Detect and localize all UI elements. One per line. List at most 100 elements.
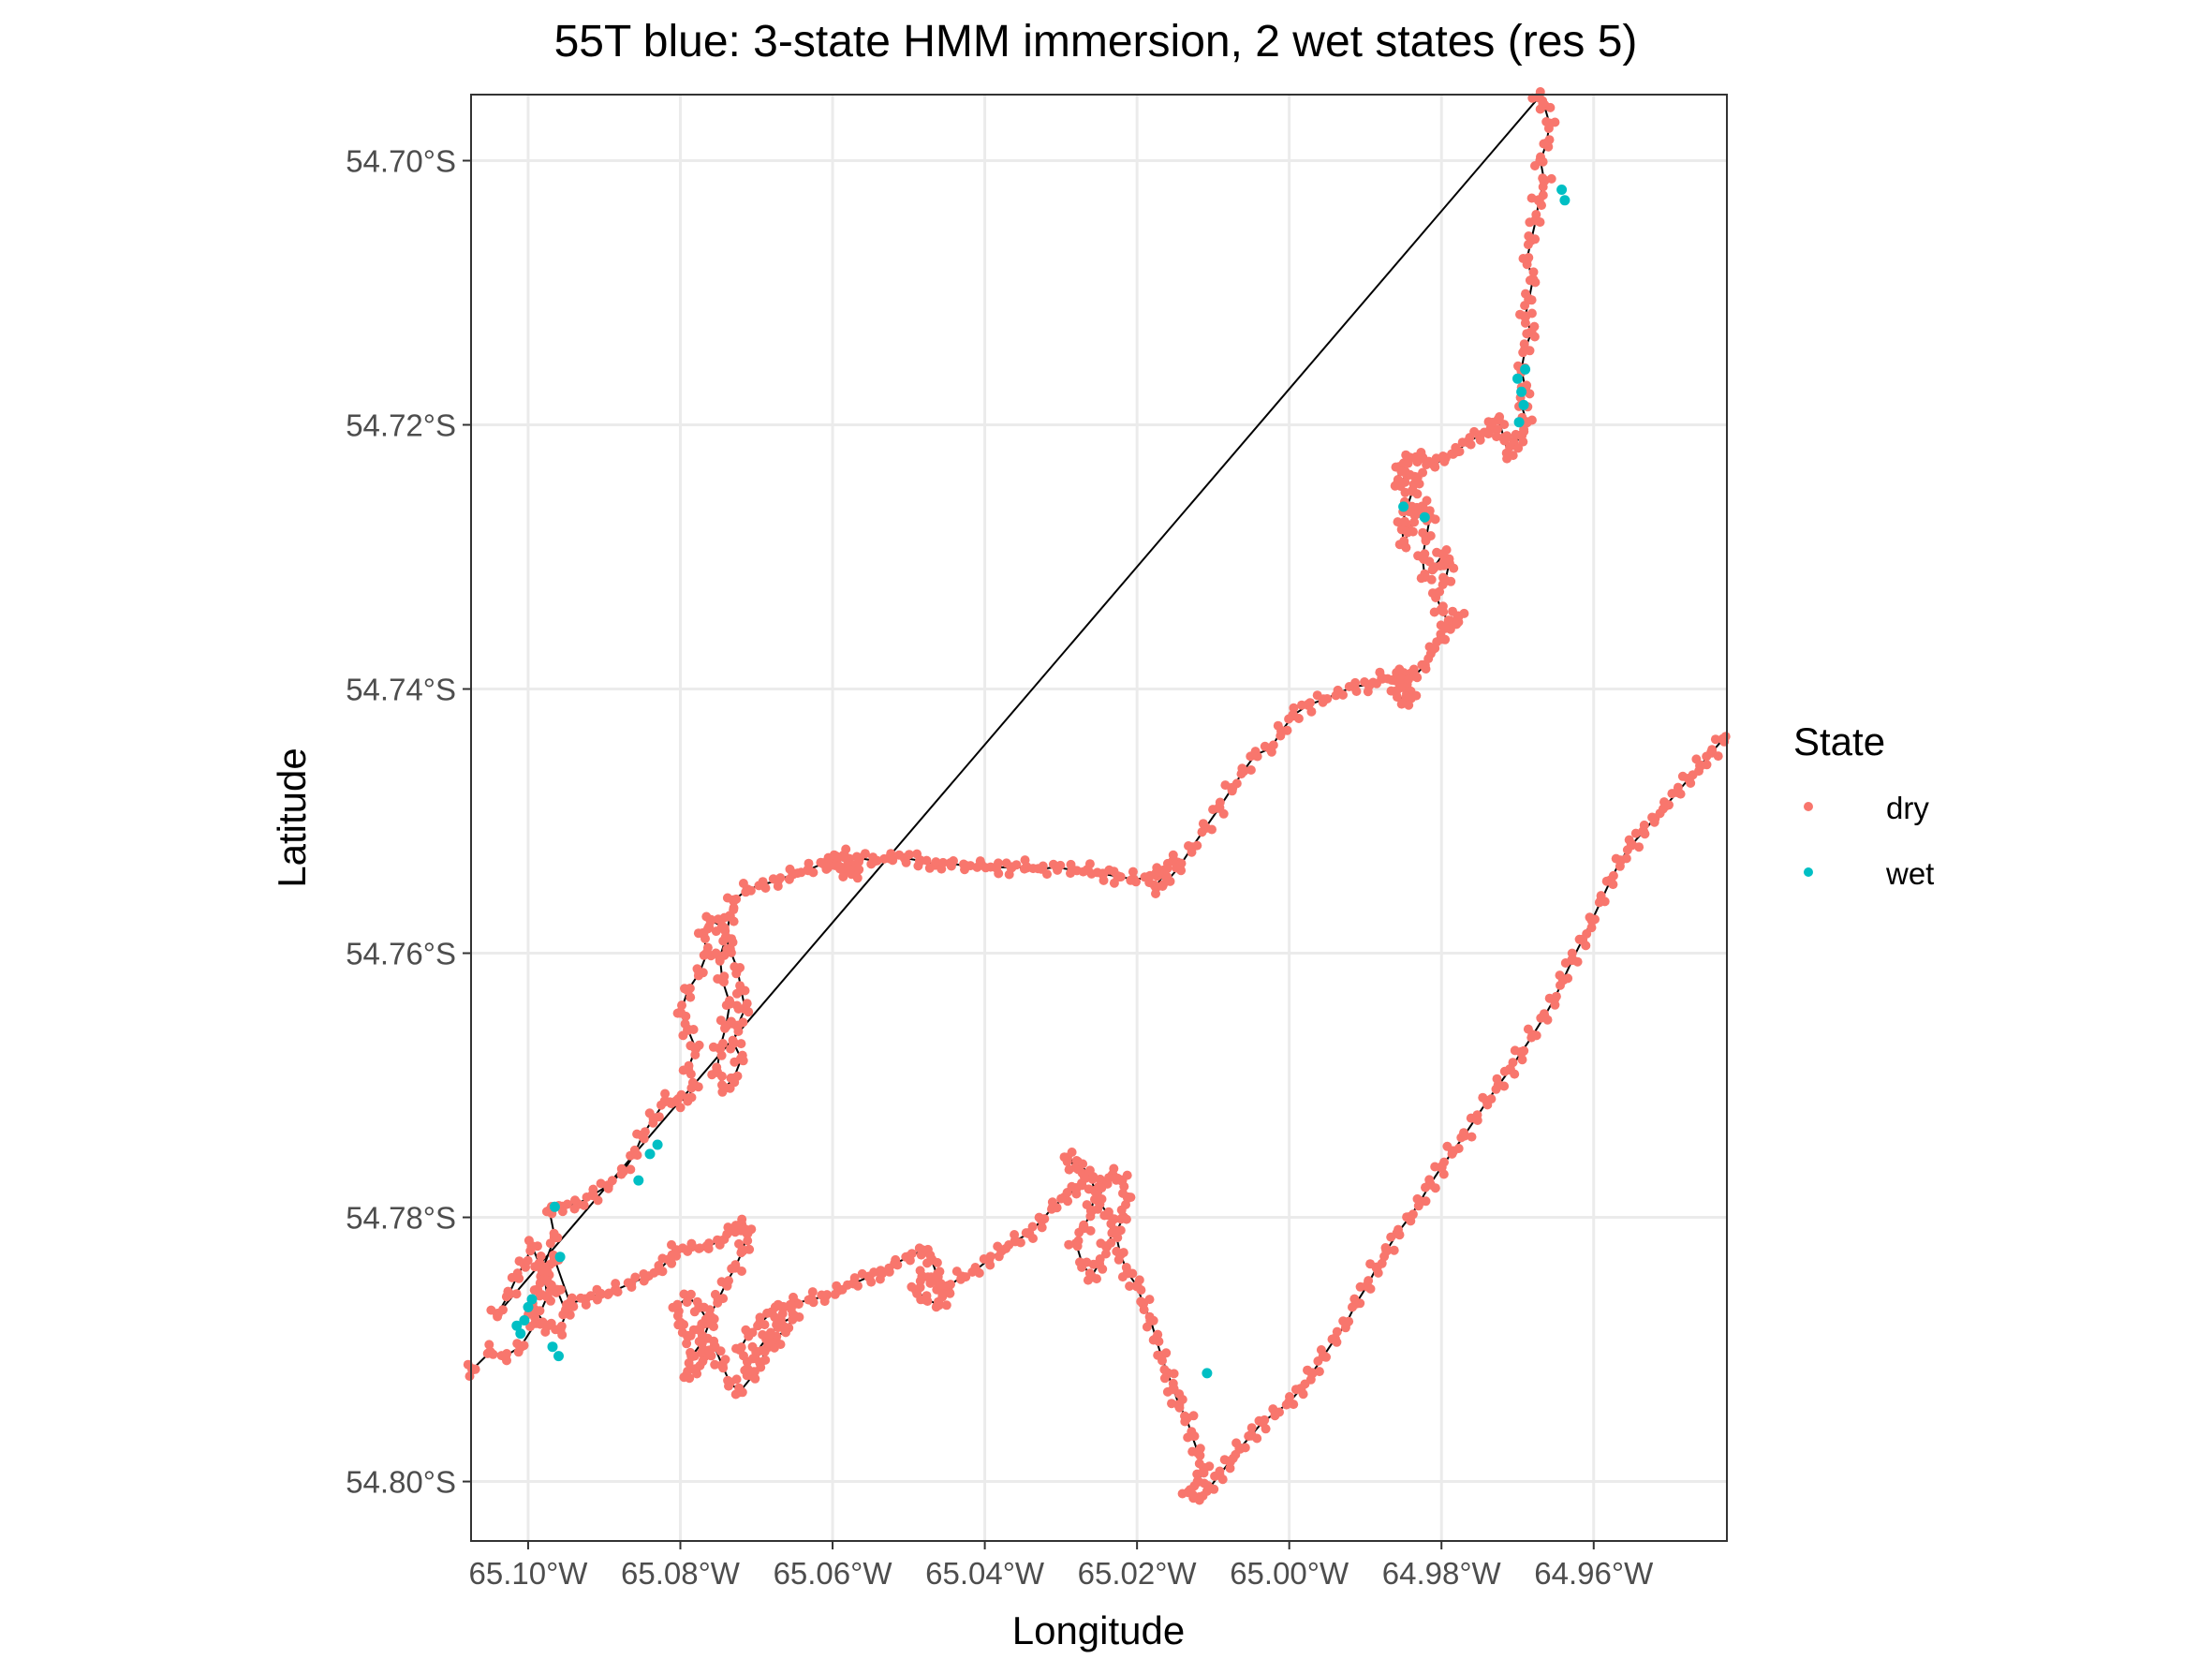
point-dry (667, 1239, 676, 1250)
point-dry (1103, 1207, 1113, 1217)
point-dry (1195, 1450, 1205, 1460)
point-dry (1667, 789, 1677, 799)
point-dry (1244, 1431, 1254, 1442)
point-dry (1289, 703, 1299, 713)
point-dry (1409, 517, 1420, 527)
point-dry (736, 1039, 746, 1049)
point-dry (759, 1320, 770, 1330)
point-dry (1523, 1024, 1533, 1034)
point-dry (924, 863, 935, 873)
point-dry (1379, 1252, 1390, 1262)
point-dry (679, 1289, 689, 1299)
point-dry (569, 1204, 580, 1214)
point-dry (742, 999, 752, 1009)
point-dry (766, 1327, 775, 1338)
point-dry (686, 1041, 696, 1051)
point-dry (672, 1299, 683, 1310)
point-dry (1040, 1214, 1050, 1224)
point-dry (1159, 1373, 1170, 1384)
point-dry (1117, 1272, 1128, 1282)
point-dry (1386, 686, 1396, 696)
point-dry (773, 1299, 783, 1310)
point-dry (683, 1096, 693, 1106)
point-dry (1260, 741, 1270, 751)
point-dry (1414, 479, 1424, 489)
point-dry (1097, 1183, 1107, 1193)
point-dry (1611, 853, 1621, 864)
point-dry (1402, 1212, 1412, 1222)
point-dry (1396, 525, 1407, 535)
point-dry (710, 1289, 720, 1299)
legend-key-wet (1804, 867, 1813, 877)
point-dry (649, 1267, 659, 1278)
point-dry (537, 1290, 547, 1300)
point-dry (556, 1321, 567, 1331)
point-dry (1144, 1295, 1155, 1305)
point-dry (593, 1195, 603, 1206)
point-dry (1202, 1481, 1213, 1490)
point-dry (1116, 1205, 1127, 1215)
point-dry (694, 1337, 704, 1346)
point-dry (786, 1304, 796, 1314)
point-dry (611, 1279, 621, 1289)
point-dry (946, 861, 956, 871)
point-dry (1694, 766, 1703, 777)
point-dry (1713, 751, 1723, 762)
point-dry (1261, 1424, 1271, 1434)
point-dry (1499, 420, 1510, 430)
point-dry (1139, 1305, 1149, 1315)
point-dry (1422, 496, 1432, 506)
point-dry (732, 1000, 742, 1011)
point-dry (1432, 547, 1442, 557)
point-dry (1321, 1352, 1331, 1362)
x-tick-label: 65.06°W (774, 1556, 893, 1591)
point-dry (725, 1083, 735, 1093)
point-dry (1011, 860, 1022, 870)
point-dry (673, 1320, 684, 1330)
point-dry (1151, 889, 1160, 898)
point-dry (588, 1184, 598, 1194)
point-dry (933, 1296, 943, 1307)
point-dry (723, 1375, 733, 1385)
point-dry (592, 1295, 602, 1305)
point-dry (1526, 415, 1537, 425)
point-dry (644, 1108, 655, 1118)
point-dry (951, 1266, 962, 1277)
point-dry (616, 1163, 627, 1174)
point-wet (515, 1328, 526, 1340)
point-dry (758, 877, 768, 887)
point-dry (1572, 956, 1583, 967)
point-dry (686, 1330, 696, 1341)
point-dry (1487, 417, 1497, 427)
point-dry (484, 1340, 494, 1350)
point-dry (1443, 615, 1453, 626)
point-dry (731, 988, 742, 999)
point-dry (1004, 869, 1014, 880)
point-dry (1355, 1281, 1365, 1292)
point-dry (785, 864, 795, 874)
point-dry (748, 1367, 759, 1377)
point-dry (1546, 173, 1556, 184)
point-dry (1112, 1246, 1122, 1256)
point-dry (1188, 1411, 1199, 1421)
point-dry (1047, 1204, 1056, 1214)
point-dry (1208, 805, 1218, 815)
point-dry (709, 1336, 719, 1346)
point-dry (715, 955, 725, 966)
point-dry (715, 1346, 726, 1356)
point-dry (683, 1246, 693, 1256)
point-dry (1168, 1378, 1178, 1388)
point-dry (1400, 516, 1409, 526)
point-dry (756, 1362, 766, 1372)
point-dry (1158, 881, 1168, 891)
point-wet (633, 1175, 644, 1186)
point-dry (681, 1011, 691, 1021)
point-dry (1111, 1175, 1121, 1185)
point-dry (1285, 1392, 1294, 1401)
point-dry (985, 1260, 995, 1270)
point-dry (701, 911, 712, 922)
point-dry (1177, 1395, 1187, 1404)
point-dry (607, 1176, 617, 1186)
legend-label-dry: dry (1886, 791, 1929, 825)
